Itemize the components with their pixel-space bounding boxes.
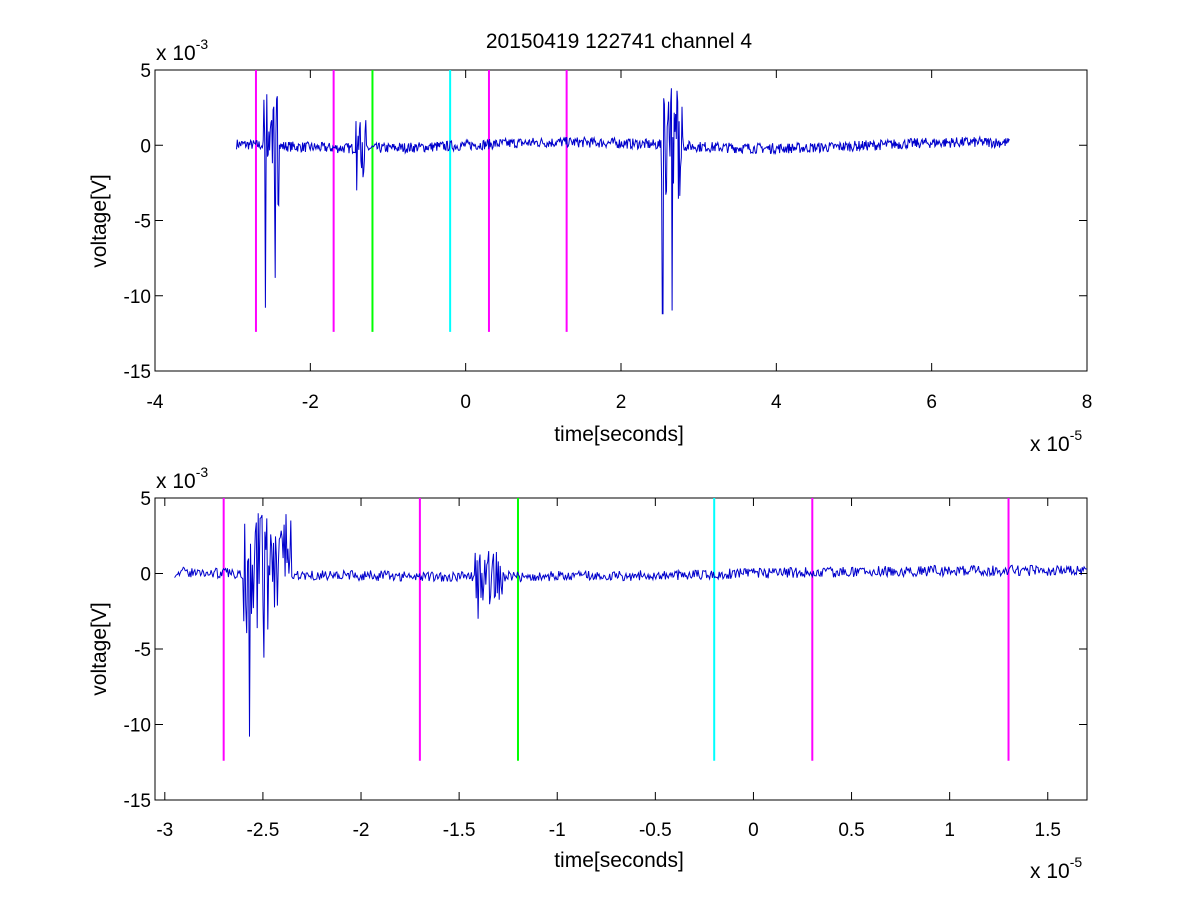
top-y-tick-label: 5 [140,61,151,82]
top-y-tick-label: -15 [124,362,151,383]
bottom-x-tick-label: 0.5 [838,820,864,841]
bottom-event-markers [222,498,1010,761]
top-x-multiplier-exponent: -5 [1070,427,1083,443]
top-x-multiplier-base: x 10 [1030,433,1070,456]
top-axis-ticks: -4 -2 0 2 4 6 8 5 0 -5 -10 -15 [124,61,1093,413]
bottom-y-multiplier-base: x 10 [156,470,196,493]
top-y-multiplier: x 10-3 [156,36,208,65]
top-x-tick-label: 8 [1082,392,1093,413]
top-plot-area [154,69,1088,372]
top-y-axis-label: voltage[V] [88,174,111,267]
top-y-tick-label: -10 [124,287,151,308]
top-y-multiplier-exponent: -3 [196,36,209,52]
bottom-y-multiplier: x 10-3 [156,464,208,493]
top-x-tick-label: -4 [147,392,164,413]
bottom-y-tick-label: -5 [134,640,151,661]
bottom-x-tick-label: -2.5 [247,820,280,841]
chart-title: 20150419 122741 channel 4 [486,30,753,53]
bottom-y-multiplier-exponent: -3 [196,464,209,480]
bottom-x-tick-label: 1.5 [1035,820,1061,841]
bottom-y-tick-label: -15 [124,791,151,812]
top-x-tick-label: 0 [460,392,471,413]
bottom-plot-area [154,497,1088,801]
bottom-x-tick-label: -3 [156,820,173,841]
bottom-x-tick-label: -2 [353,820,370,841]
top-event-markers [254,70,568,332]
bottom-y-axis-label: voltage[V] [88,602,111,695]
bottom-x-tick-label: -1 [549,820,566,841]
bottom-panel: -3 -2.5 -2 -1.5 -1 -0.5 0 0.5 1 1.5 5 0 -5 -10 -15 tim… [88,464,1088,883]
bottom-x-tick-label: 0 [748,820,759,841]
bottom-x-tick-label: -1.5 [443,820,476,841]
bottom-x-multiplier-exponent: -5 [1070,854,1083,870]
bottom-signal-line [174,513,1088,737]
top-x-tick-label: -2 [302,392,319,413]
top-x-tick-label: 2 [616,392,627,413]
top-y-tick-label: 0 [140,136,151,157]
bottom-x-tick-label: 1 [944,820,955,841]
bottom-x-multiplier-base: x 10 [1030,860,1070,883]
bottom-y-tick-label: 5 [140,489,151,510]
bottom-x-axis-label: time[seconds] [554,849,684,872]
top-x-tick-label: 6 [926,392,937,413]
top-y-tick-label: -5 [134,212,151,233]
top-y-multiplier-base: x 10 [156,42,196,65]
bottom-y-tick-label: -10 [124,716,151,737]
bottom-axis-ticks: -3 -2.5 -2 -1.5 -1 -0.5 0 0.5 1 1.5 5 0 -5 -10 -15 [124,489,1087,841]
top-x-multiplier: x 10-5 [1030,427,1082,456]
bottom-y-tick-label: 0 [140,565,151,586]
bottom-x-multiplier: x 10-5 [1030,854,1082,883]
top-x-axis-label: time[seconds] [554,423,684,446]
top-panel: -4 -2 0 2 4 6 8 5 0 -5 -10 -15 time[seconds] voltag… [88,36,1092,456]
top-signal-line [236,88,1010,315]
bottom-x-tick-label: -0.5 [639,820,672,841]
top-x-tick-label: 4 [771,392,782,413]
